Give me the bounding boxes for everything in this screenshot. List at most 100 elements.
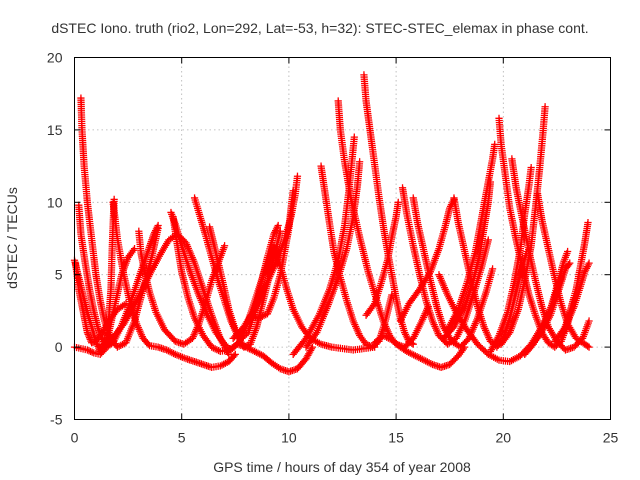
y-tick-label: 15 [47,122,63,138]
chart-title: dSTEC Iono. truth (rio2, Lon=292, Lat=-5… [51,20,588,36]
data-point [85,334,94,342]
series-arc-20 [302,158,364,351]
data-point [258,312,266,321]
data-point [272,225,281,233]
series-arc-23 [398,184,492,348]
data-point [408,339,416,347]
data-point [425,359,433,367]
data-point [413,353,421,361]
data-point [367,342,375,350]
data-point [169,349,178,358]
data-point [420,356,428,364]
data-point [394,198,402,206]
data-point [270,230,278,238]
data-point [293,172,302,180]
data-point [254,349,262,357]
data-point [289,187,297,195]
data-point [401,330,410,338]
y-tick-label: 0 [55,339,63,355]
data-point [118,340,127,349]
data-point [154,224,162,232]
data-point [383,333,391,341]
data-point [252,348,260,356]
data-point [415,353,423,362]
y-tick-label: 10 [47,194,63,210]
data-point [401,329,409,337]
data-point [220,242,229,250]
data-point [409,340,417,348]
data-point [164,347,173,355]
series-arc-05 [71,259,130,347]
data-point [115,342,123,350]
data-point [369,301,378,309]
data-point [88,348,96,356]
y-tick-label: -5 [50,412,63,428]
data-point [213,346,221,354]
data-point [379,331,387,340]
data-point [406,349,414,357]
series-arc-21 [362,198,402,319]
data-point [311,330,320,338]
data-point [410,351,418,359]
y-tick-label: 20 [47,50,63,66]
data-point [218,361,226,369]
data-point [83,329,91,337]
data-point [216,362,224,370]
data-point [403,347,411,356]
data-point [273,223,281,231]
x-tick-label: 10 [281,430,297,446]
data-point [307,345,316,353]
data-point [120,301,128,309]
x-tick-label: 25 [603,430,619,446]
data-point [113,343,121,351]
data-point [244,344,252,352]
data-point [231,350,239,358]
x-tick-label: 15 [388,430,404,446]
data-point [86,347,95,356]
x-tick-label: 20 [496,430,512,446]
data-point [129,246,137,254]
data-point [411,352,419,360]
data-markers [70,71,593,376]
data-point [256,313,265,321]
data-point [418,355,426,363]
data-point [271,228,279,237]
data-point [117,341,125,349]
data-point [255,314,263,322]
x-tick-label: 0 [71,430,79,446]
data-point [403,334,411,342]
data-point [163,346,171,354]
series-arc-06 [109,198,239,371]
y-tick-label: 5 [55,267,63,283]
data-point [427,360,435,368]
series-arc-14 [246,187,297,322]
data-point [423,358,432,366]
data-point [242,343,250,351]
series-arc-02 [77,94,162,351]
data-point [416,354,425,362]
data-point [381,332,389,340]
data-point [85,332,93,340]
data-point [308,343,317,351]
data-point [408,350,416,358]
series-arc-12 [169,213,317,376]
data-point [356,158,364,166]
data-point [388,291,396,299]
data-point [247,346,255,354]
data-point [384,334,392,342]
data-point [402,332,410,340]
y-axis-label: dSTEC / TECUs [4,187,20,289]
data-point [130,245,139,253]
data-point [256,350,264,358]
data-point [208,343,216,351]
data-point [166,348,174,356]
data-point [220,360,228,368]
data-point [83,346,91,354]
data-point [362,340,370,348]
data-point [275,364,283,372]
data-point [84,330,92,338]
data-point [209,344,218,352]
data-point [250,347,259,356]
x-tick-label: 5 [178,430,186,446]
